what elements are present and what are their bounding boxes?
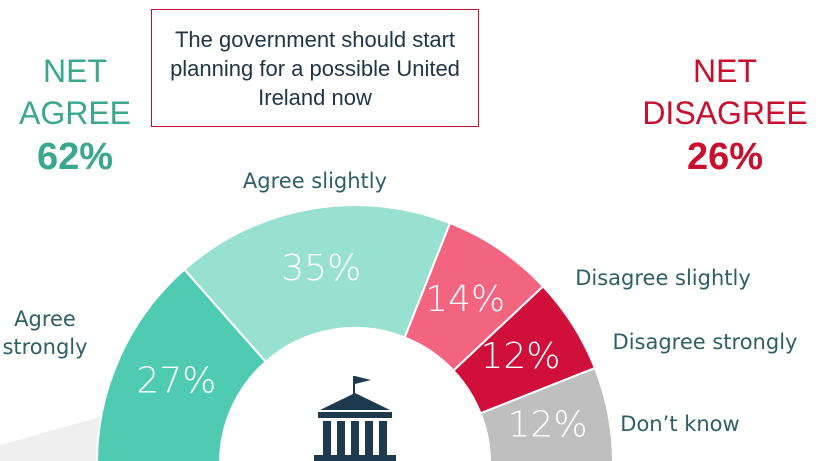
category-label: Agree slightly	[242, 169, 388, 193]
segment	[182, 204, 452, 364]
value-label: 12%	[480, 336, 560, 377]
net-agree-heading: NET	[43, 53, 107, 89]
title-box: The government should start planning for…	[151, 9, 479, 127]
net-agree-heading: AGREE	[18, 95, 132, 131]
category-label: Agree strongly	[2, 307, 88, 359]
net-disagree-value: 26%	[686, 136, 764, 178]
arcs: 27% 35% 14% 12% 12%	[96, 204, 614, 461]
segment	[479, 366, 614, 461]
segment	[96, 268, 268, 461]
government-icon	[314, 376, 396, 461]
value-label: 35%	[281, 248, 361, 289]
category-label: Don’t know	[620, 412, 740, 436]
value-label: 14%	[425, 279, 505, 320]
category-label: Disagree slightly	[575, 266, 751, 290]
net-agree-value: 62%	[36, 136, 114, 178]
category-label: Disagree strongly	[612, 330, 798, 354]
net-disagree: NET DISAGREE 26%	[630, 50, 820, 180]
net-agree: NET AGREE 62%	[0, 50, 170, 180]
value-label: 12%	[508, 404, 588, 445]
value-label: 27%	[136, 360, 216, 401]
net-disagree-heading: DISAGREE	[642, 95, 808, 131]
net-disagree-heading: NET	[693, 53, 757, 89]
